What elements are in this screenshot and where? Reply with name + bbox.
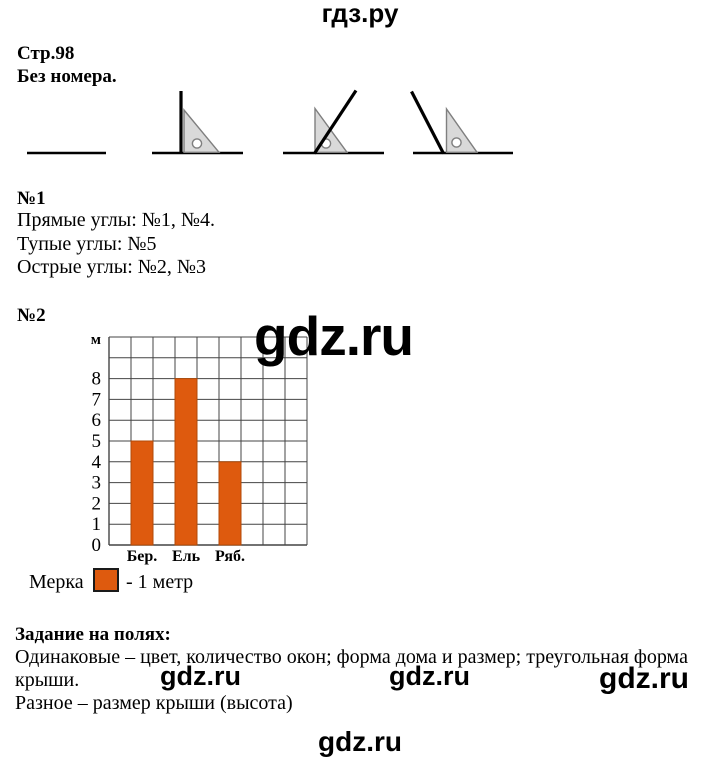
legend-label: Мерка — [29, 571, 84, 593]
site-watermark-chart: gdz.ru — [254, 305, 414, 367]
answer-obtuse-angles: Тупые углы: №5 — [17, 232, 157, 255]
margin-task-line2: крыши. — [15, 669, 80, 691]
set-square-triangle — [445, 106, 479, 154]
y-tick-label: 2 — [92, 493, 102, 514]
category-label: Бер. — [127, 548, 158, 565]
angle-ray — [313, 89, 358, 155]
site-watermark-inline-3: gdz.ru — [599, 662, 689, 695]
y-tick-label: 8 — [92, 369, 102, 390]
bar-Бер. — [130, 440, 154, 546]
category-label: Ель — [172, 548, 201, 565]
y-tick-label: 6 — [92, 410, 102, 431]
angle-figure-3 — [283, 89, 384, 155]
y-axis-unit-label: м — [91, 332, 101, 348]
site-watermark-inline-1: gdz.ru — [160, 661, 241, 691]
angle-ray — [410, 90, 445, 155]
set-square-hole — [451, 137, 462, 148]
margin-task-line3: Разное – размер крыши (высота) — [15, 692, 293, 714]
section1-answer: Прямые углы: №1, №4. Тупые углы: №5 Остр… — [17, 209, 215, 280]
y-tick-label: 4 — [92, 452, 102, 473]
y-tick-label: 7 — [92, 389, 102, 410]
angle-figure-2 — [152, 91, 243, 155]
section1-title: №1 — [17, 188, 46, 209]
page-number-heading: Стр.98 — [17, 43, 75, 64]
angle-figure-4 — [410, 90, 513, 155]
angle-figures — [27, 89, 513, 155]
site-watermark-inline-2: gdz.ru — [389, 661, 470, 691]
task-heading-no-number: Без номера. — [17, 66, 117, 87]
bar-Ель — [174, 378, 198, 546]
section2-title: №2 — [17, 305, 46, 326]
answer-right-angles: Прямые углы: №1, №4. — [17, 209, 215, 231]
y-tick-label: 3 — [92, 473, 102, 494]
category-label: Ряб. — [215, 548, 245, 565]
y-tick-label: 1 — [92, 514, 102, 535]
legend-suffix: - 1 метр — [126, 571, 194, 593]
site-watermark-bottom: gdz.ru — [318, 726, 402, 757]
margin-task-title: Задание на полях: — [15, 624, 171, 645]
y-tick-label: 0 — [92, 535, 102, 556]
legend-color-swatch — [93, 568, 119, 592]
site-watermark-top: гдз.ру — [321, 0, 399, 28]
margin-task-line1: Одинаковые – цвет, количество окон; форм… — [15, 646, 688, 668]
y-tick-label: 5 — [92, 431, 102, 452]
bar-Ряб. — [218, 461, 242, 546]
answer-acute-angles: Острые углы: №2, №3 — [17, 256, 206, 279]
set-square-hole — [191, 138, 203, 149]
